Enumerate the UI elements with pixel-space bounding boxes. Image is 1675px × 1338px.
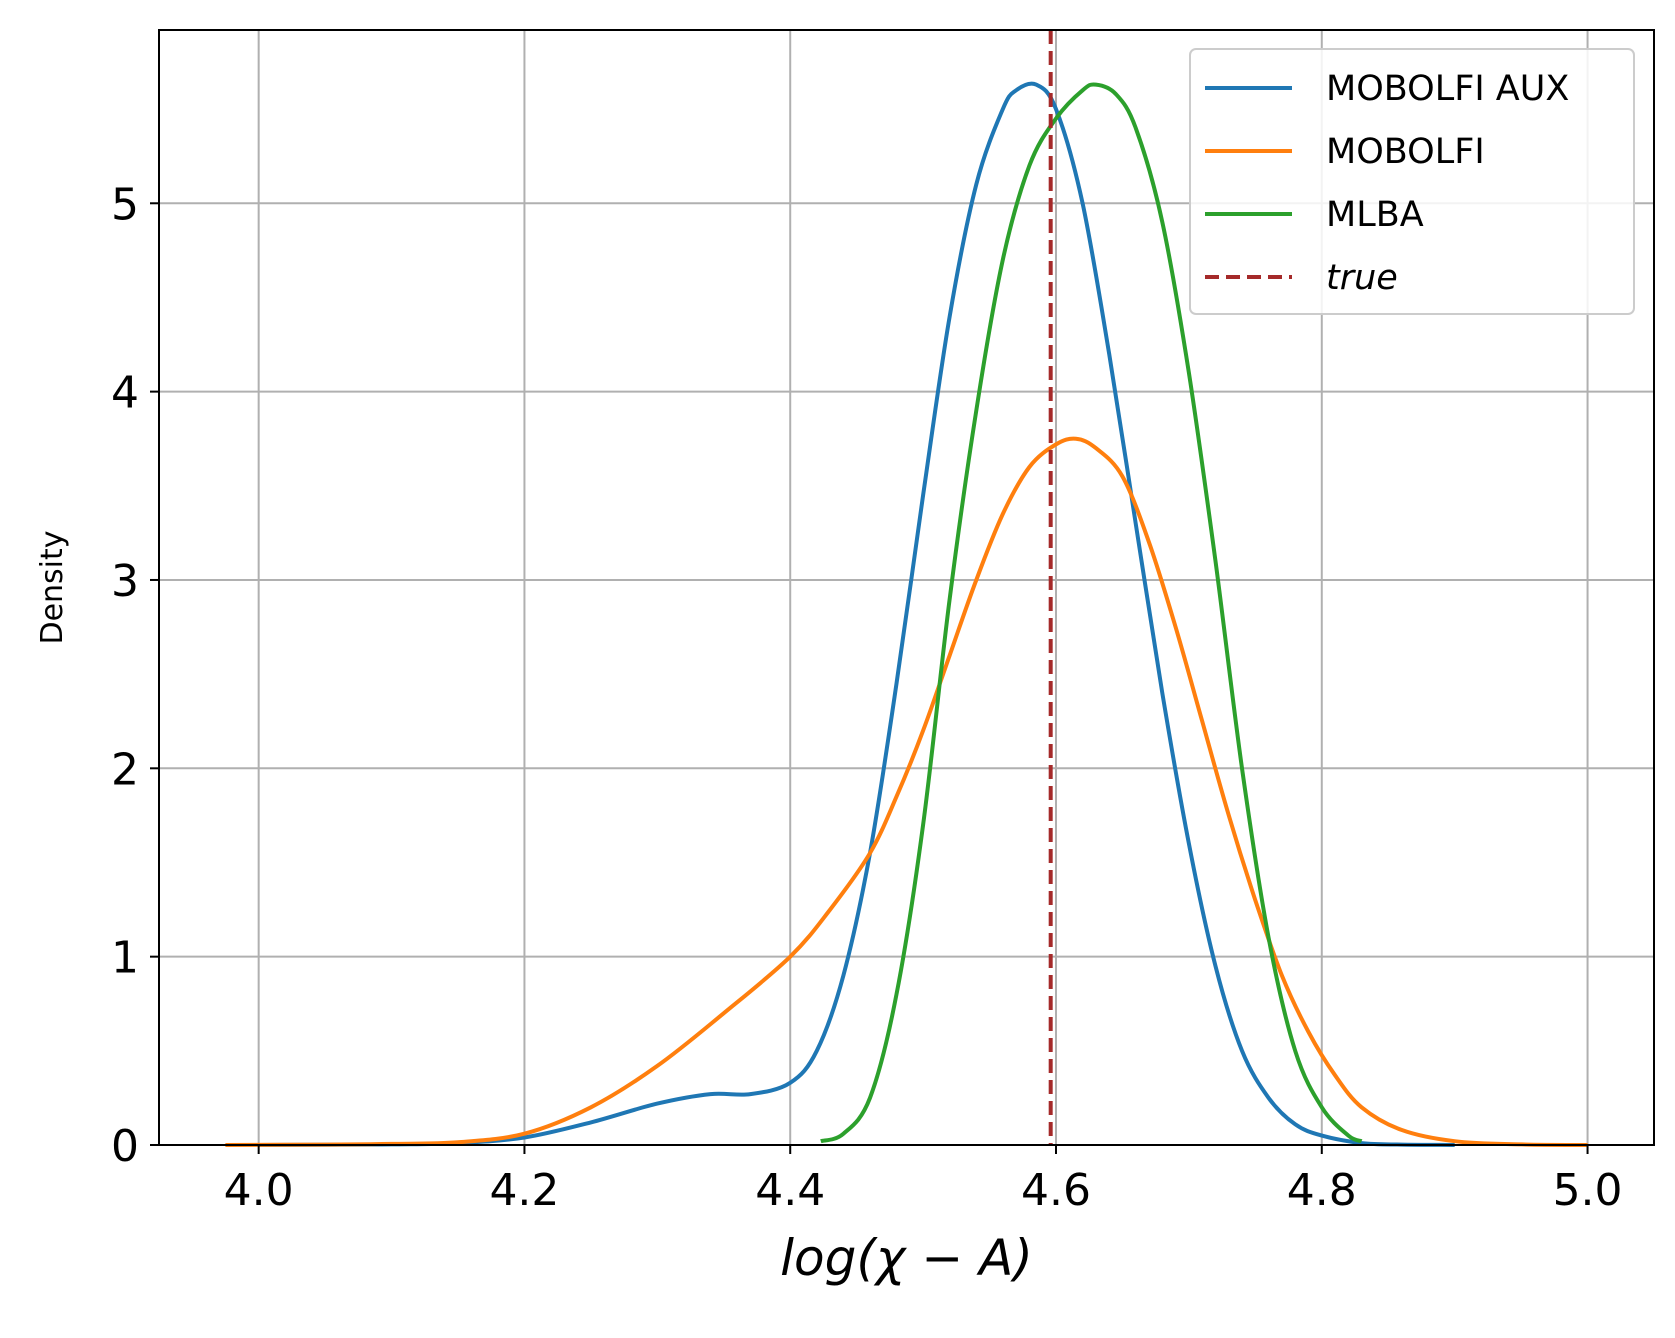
- series-line-mobolfi: [225, 436, 1588, 1147]
- y-tick-label: 3: [111, 556, 139, 607]
- legend-label-mobolfi-aux: MOBOLFI AUX: [1326, 69, 1569, 109]
- plot-frame: [158, 29, 1655, 1146]
- legend: MOBOLFI AUX MOBOLFI MLBA true: [1189, 48, 1635, 315]
- y-tick-label: 0: [111, 1121, 139, 1172]
- x-tick-label: 4.0: [224, 1165, 294, 1216]
- y-tick-label: 4: [111, 368, 139, 419]
- y-tick-label: 1: [111, 933, 139, 984]
- y-tick-label: 2: [111, 744, 139, 795]
- legend-label-mlba: MLBA: [1326, 195, 1424, 235]
- series-line-mlba: [820, 82, 1363, 1144]
- legend-label-mobolfi: MOBOLFI: [1326, 132, 1485, 172]
- x-tick-label: 4.8: [1287, 1165, 1357, 1216]
- x-tick-label: 5.0: [1553, 1165, 1623, 1216]
- y-tick-label: 5: [111, 179, 139, 230]
- series-layer: [225, 30, 1588, 1147]
- x-tick-label: 4.6: [1021, 1165, 1091, 1216]
- y-axis-label: Density: [35, 530, 70, 644]
- series-line-mobolfi-aux: [258, 81, 1455, 1147]
- legend-label-true: true: [1326, 258, 1398, 298]
- x-tick-label: 4.2: [489, 1165, 559, 1216]
- ticks: 4.0 4.2 4.4 4.6 4.8 5.0 0 1 2 3 4 5: [111, 179, 1623, 1216]
- x-axis-label: log(χ − A): [780, 1229, 1033, 1287]
- legend-box: [1189, 48, 1635, 315]
- x-tick-label: 4.4: [755, 1165, 825, 1216]
